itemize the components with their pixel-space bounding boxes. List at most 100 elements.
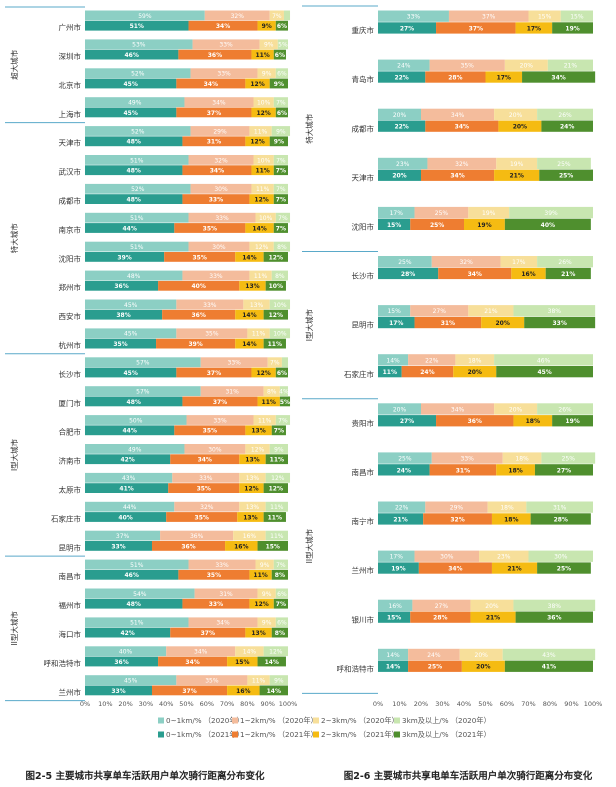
bar-segment <box>85 39 193 50</box>
data-label: 7% <box>276 562 286 569</box>
data-label: 33% <box>215 562 229 569</box>
data-label: 46% <box>537 357 551 364</box>
bar-segment <box>431 256 501 268</box>
bar-segment <box>245 444 270 454</box>
bar-segment <box>194 588 258 599</box>
data-label: 30% <box>554 554 568 561</box>
bar-segment <box>378 501 426 513</box>
data-label: 22% <box>394 124 408 131</box>
bar-segment <box>251 165 274 176</box>
bar-segment <box>273 223 288 233</box>
bar-segment <box>401 366 454 378</box>
data-label: 36% <box>191 312 205 319</box>
data-label: 57% <box>136 389 150 396</box>
data-label: 13% <box>246 475 260 482</box>
data-label: 14% <box>242 341 256 348</box>
legend-swatch <box>313 717 319 724</box>
bar-segment <box>253 415 276 425</box>
bar-segment <box>188 212 256 223</box>
bar-segment <box>273 559 288 570</box>
bar-segment <box>560 10 593 22</box>
bar-segment <box>85 299 177 310</box>
bar-segment <box>85 559 189 570</box>
data-label: 34% <box>551 74 565 81</box>
data-label: 33% <box>209 601 223 608</box>
bar-segment <box>496 464 535 476</box>
bar-segment <box>156 338 236 349</box>
bar-segment <box>257 541 288 551</box>
data-label: 35% <box>461 63 475 70</box>
bar-segment <box>265 530 288 541</box>
data-label: 9% <box>262 71 272 78</box>
bar-segment <box>378 550 415 562</box>
bar-segment <box>427 157 497 170</box>
bar-segment <box>178 49 252 60</box>
data-label: 22% <box>394 74 408 81</box>
bar-segment <box>408 648 460 661</box>
data-label: 33% <box>111 688 125 695</box>
city-label: 天津市 <box>59 138 82 148</box>
data-label: 7% <box>274 428 284 435</box>
data-label: 19% <box>482 210 496 217</box>
bar-segment <box>425 501 488 513</box>
bar-segment <box>414 550 480 562</box>
data-label: 17% <box>527 25 541 32</box>
bar-segment <box>85 183 191 194</box>
bar-segment <box>249 598 274 609</box>
data-label: 7% <box>278 215 288 222</box>
data-label: 13% <box>245 457 259 464</box>
data-label: 20% <box>393 112 407 119</box>
city-label: 沈阳市 <box>352 222 375 232</box>
bar-segment <box>85 541 152 551</box>
bar-segment <box>461 660 505 672</box>
bar-segment <box>235 309 264 320</box>
data-label: 12% <box>244 486 258 493</box>
data-label: 18% <box>508 467 522 474</box>
data-label: 38% <box>548 308 562 315</box>
bar-segment <box>249 569 272 580</box>
data-label: 34% <box>216 620 230 627</box>
bar-segment <box>522 71 596 83</box>
data-label: 14% <box>243 649 257 656</box>
bar-segment <box>85 270 183 281</box>
city-label: 太原市 <box>59 485 82 495</box>
data-label: 7% <box>276 157 286 164</box>
data-label: 39% <box>188 341 202 348</box>
city-label: 北京市 <box>59 80 82 90</box>
x-tick-label: 90% <box>260 700 274 708</box>
data-label: 51% <box>130 562 144 569</box>
city-label: 沈阳市 <box>59 253 82 263</box>
bar-segment <box>502 648 596 661</box>
bar-segment <box>174 501 240 512</box>
bar-segment <box>158 280 240 291</box>
data-label: 37% <box>207 370 221 377</box>
bar-segment <box>552 415 593 427</box>
bar-segment <box>257 20 276 31</box>
bar-segment <box>275 68 288 79</box>
bar-segment <box>239 501 266 512</box>
bar-segment <box>528 10 561 22</box>
data-label: 52% <box>131 128 145 135</box>
data-label: 33% <box>461 455 475 462</box>
bar-segment <box>257 656 286 667</box>
bar-segment <box>85 675 177 685</box>
data-label: 11% <box>255 168 269 175</box>
bar-segment <box>277 39 288 50</box>
data-label: 32% <box>450 516 464 523</box>
bar-segment <box>186 415 254 425</box>
city-label: 成都市 <box>59 196 82 206</box>
legend-swatch <box>158 717 164 724</box>
data-label: 12% <box>250 139 264 146</box>
bar-segment <box>541 120 593 132</box>
bar-segment <box>192 39 260 50</box>
data-label: 27% <box>557 467 571 474</box>
bar-segment <box>513 415 553 427</box>
bar-segment <box>166 512 238 522</box>
bar-segment <box>235 252 264 262</box>
data-label: 19% <box>391 565 405 572</box>
x-tick-label: 70% <box>521 700 535 708</box>
bar-segment <box>378 660 409 672</box>
city-label: 合肥市 <box>59 427 82 437</box>
bar-segment <box>255 212 276 223</box>
legend-label: 1~2km/% （2020年） <box>240 716 318 725</box>
